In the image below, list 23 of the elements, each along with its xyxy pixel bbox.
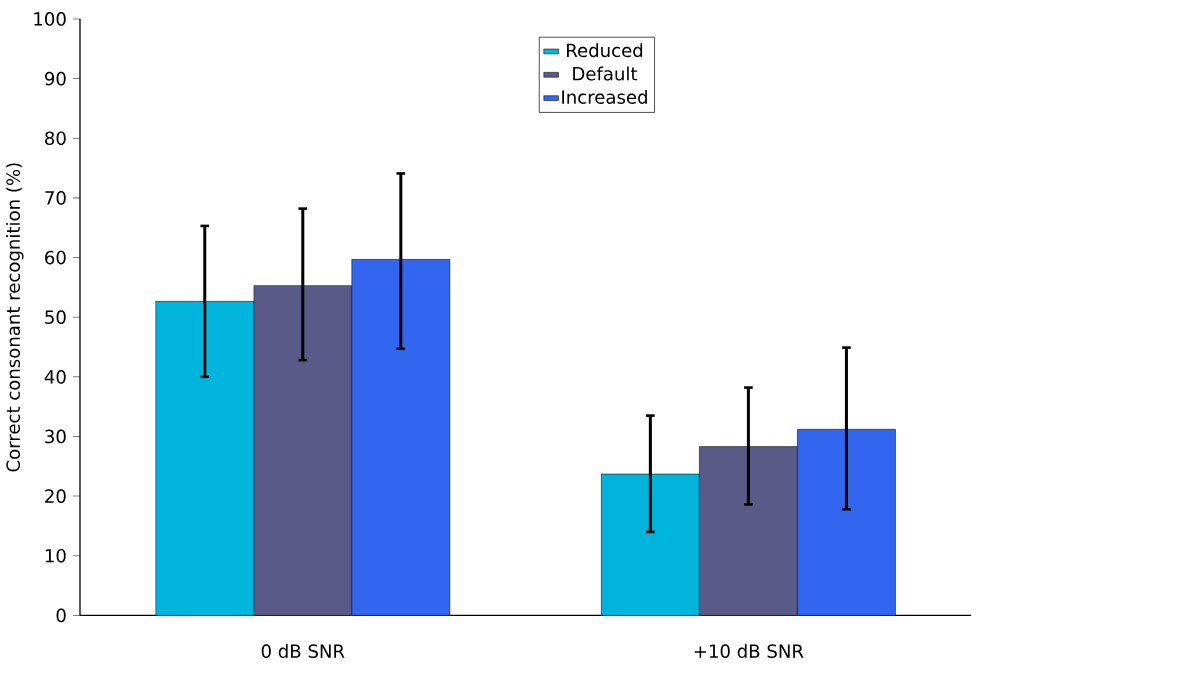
legend-label: Increased [562,89,647,104]
bar [601,473,700,616]
x-tick-label: 0 dB SNR [261,643,345,658]
y-tick-label: 70 [45,190,66,205]
y-tick-label: 90 [45,71,66,86]
legend-label: Default [573,66,638,81]
y-tick-label: 0 [56,608,66,623]
x-tick-label: +10 dB SNR [694,643,804,658]
y-axis-title: Correct consonant recognition (%) [6,163,24,472]
bar [155,300,255,616]
y-tick-label: 50 [45,310,66,324]
bar [253,285,353,616]
y-tick-label: 10 [45,548,66,563]
y-tick-label: 30 [45,429,66,444]
y-tick-label: 40 [44,369,66,384]
y-tick-label: 20 [45,489,66,503]
legend-label: Reduced [567,43,643,58]
y-tick-label: 100 [34,11,66,26]
y-tick-label: 80 [45,131,66,145]
bar [699,446,798,616]
bar [351,258,451,616]
bar [797,428,896,616]
y-tick-label: 60 [45,250,66,265]
